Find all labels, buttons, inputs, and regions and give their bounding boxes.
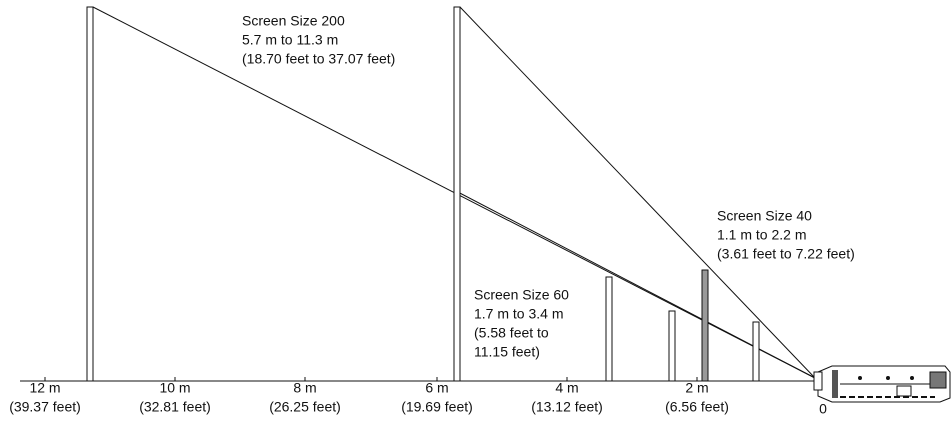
labels: Screen Size 200 5.7 m to 11.3 m (18.70 fee… <box>9 13 855 417</box>
annotation-line: 11.15 feet) <box>474 344 540 360</box>
screen <box>605 276 613 382</box>
ray <box>459 6 816 379</box>
tick-label: 8 m <box>293 380 316 396</box>
annotation-line: 1.1 m to 2.2 m <box>717 227 806 243</box>
tick-sub: (39.37 feet) <box>9 399 81 415</box>
projector <box>813 365 951 403</box>
screen <box>453 6 461 382</box>
screen <box>701 269 709 382</box>
annotation-line: Screen Size 40 <box>717 208 812 224</box>
origin-label: 0 <box>819 401 827 417</box>
tick-sub: (26.25 feet) <box>269 399 341 415</box>
screen <box>86 6 94 382</box>
tick-label: 4 m <box>555 380 578 396</box>
annotation-line: Screen Size 60 <box>474 287 569 303</box>
tick-sub: (19.69 feet) <box>401 399 473 415</box>
tick-label: 2 m <box>685 380 708 396</box>
annotation-line: 5.7 m to 11.3 m <box>242 32 338 48</box>
tick-label: 6 m <box>425 380 448 396</box>
tick-label: 12 m <box>29 380 60 396</box>
annotation-line: (18.70 feet to 37.07 feet) <box>242 51 395 67</box>
tick-sub: (32.81 feet) <box>139 399 211 415</box>
screens <box>86 6 760 382</box>
screen <box>752 321 760 382</box>
screen <box>668 310 676 382</box>
annotation-line: Screen Size 200 <box>242 13 345 29</box>
tick-label: 10 m <box>159 380 190 396</box>
annotation-line: (5.58 feet to <box>474 325 549 341</box>
annotation-line: 1.7 m to 3.4 m <box>474 306 563 322</box>
tick-sub: (13.12 feet) <box>531 399 603 415</box>
tick-sub: (6.56 feet) <box>665 399 729 415</box>
annotation-line: (3.61 feet to 7.22 feet) <box>717 246 855 262</box>
